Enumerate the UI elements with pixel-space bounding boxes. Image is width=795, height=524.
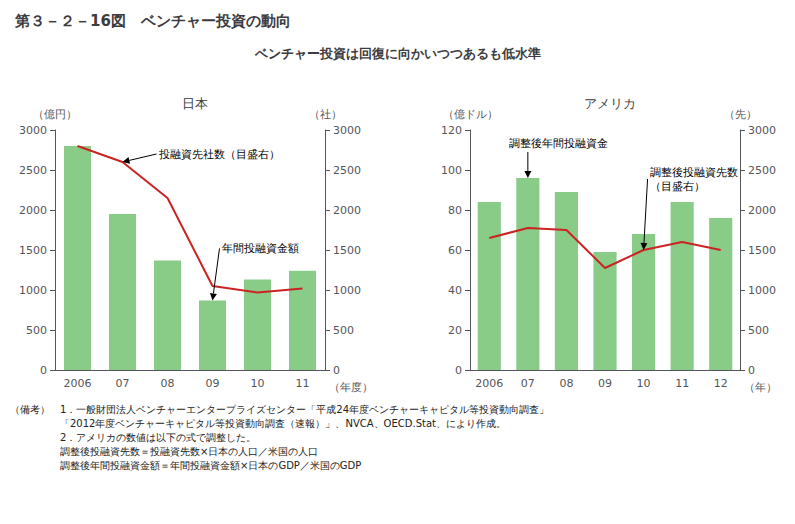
svg-text:1500: 1500 bbox=[333, 244, 361, 257]
svg-text:120: 120 bbox=[441, 124, 462, 137]
svg-text:2006: 2006 bbox=[475, 377, 503, 390]
svg-text:（先）: （先） bbox=[724, 108, 757, 121]
svg-text:日本: 日本 bbox=[182, 96, 208, 111]
svg-text:11: 11 bbox=[675, 377, 689, 390]
svg-text:0: 0 bbox=[40, 364, 47, 377]
svg-text:1000: 1000 bbox=[748, 284, 776, 297]
svg-text:調整後年間投融資金額＝年間投融資金額×日本のGDP／米国のG: 調整後年間投融資金額＝年間投融資金額×日本のGDP／米国のGDP bbox=[10, 460, 361, 471]
svg-text:20: 20 bbox=[448, 324, 462, 337]
svg-text:1500: 1500 bbox=[19, 244, 47, 257]
svg-text:100: 100 bbox=[441, 164, 462, 177]
svg-text:2500: 2500 bbox=[19, 164, 47, 177]
svg-text:（備考） 1．一般財団法人ベンチャーエンタープライズセンター: （備考） 1．一般財団法人ベンチャーエンタープライズセンター「平成24年度ベンチ… bbox=[10, 404, 549, 415]
svg-text:40: 40 bbox=[448, 284, 462, 297]
svg-text:500: 500 bbox=[748, 324, 769, 337]
svg-text:2500: 2500 bbox=[748, 164, 776, 177]
svg-text:1500: 1500 bbox=[748, 244, 776, 257]
svg-text:2．アメリカの数値は以下の式で調整した。: 2．アメリカの数値は以下の式で調整した。 bbox=[10, 432, 256, 443]
svg-text:（年）: （年） bbox=[744, 381, 777, 394]
svg-text:（目盛右）: （目盛右） bbox=[650, 180, 705, 193]
svg-text:2500: 2500 bbox=[333, 164, 361, 177]
svg-text:アメリカ: アメリカ bbox=[584, 96, 636, 111]
svg-text:60: 60 bbox=[448, 244, 462, 257]
svg-text:調整後投融資先数: 調整後投融資先数 bbox=[650, 166, 738, 179]
svg-text:3000: 3000 bbox=[19, 124, 47, 137]
svg-text:年間投融資金額: 年間投融資金額 bbox=[222, 242, 299, 255]
svg-text:11: 11 bbox=[296, 377, 310, 390]
svg-text:08: 08 bbox=[161, 377, 175, 390]
svg-text:調整後年間投融資金: 調整後年間投融資金 bbox=[509, 137, 608, 150]
svg-text:0: 0 bbox=[455, 364, 462, 377]
svg-text:2000: 2000 bbox=[333, 204, 361, 217]
svg-text:2006: 2006 bbox=[64, 377, 92, 390]
svg-text:2000: 2000 bbox=[748, 204, 776, 217]
svg-text:10: 10 bbox=[637, 377, 651, 390]
svg-text:08: 08 bbox=[559, 377, 573, 390]
svg-text:ベンチャー投資は回復に向かいつつあるも低水準: ベンチャー投資は回復に向かいつつあるも低水準 bbox=[254, 46, 541, 61]
svg-text:（億円）: （億円） bbox=[33, 108, 77, 121]
svg-text:09: 09 bbox=[206, 377, 220, 390]
svg-text:調整後投融資先数＝投融資先数×日本の人口／米国の人口: 調整後投融資先数＝投融資先数×日本の人口／米国の人口 bbox=[10, 446, 318, 457]
svg-text:10: 10 bbox=[251, 377, 265, 390]
svg-text:0: 0 bbox=[748, 364, 755, 377]
svg-text:2000: 2000 bbox=[19, 204, 47, 217]
svg-text:500: 500 bbox=[333, 324, 354, 337]
svg-text:（年度）: （年度） bbox=[329, 381, 373, 394]
svg-text:（社）: （社） bbox=[309, 108, 342, 121]
svg-text:500: 500 bbox=[26, 324, 47, 337]
svg-text:3000: 3000 bbox=[333, 124, 361, 137]
svg-text:07: 07 bbox=[521, 377, 535, 390]
svg-text:3000: 3000 bbox=[748, 124, 776, 137]
svg-text:「2012年度ベンチャーキャピタル等投資動向調査（速報）」、: 「2012年度ベンチャーキャピタル等投資動向調査（速報）」、NVCA、OECD.… bbox=[10, 418, 506, 429]
svg-text:80: 80 bbox=[448, 204, 462, 217]
svg-text:第３－２－16図 ベンチャー投資の動向: 第３－２－16図 ベンチャー投資の動向 bbox=[14, 12, 291, 30]
svg-text:12: 12 bbox=[714, 377, 728, 390]
svg-text:09: 09 bbox=[598, 377, 612, 390]
svg-text:1000: 1000 bbox=[19, 284, 47, 297]
svg-text:0: 0 bbox=[333, 364, 340, 377]
svg-text:1000: 1000 bbox=[333, 284, 361, 297]
svg-text:投融資先社数（目盛右）: 投融資先社数（目盛右） bbox=[158, 148, 280, 161]
svg-text:（億ドル）: （億ドル） bbox=[443, 108, 498, 121]
svg-text:07: 07 bbox=[116, 377, 130, 390]
